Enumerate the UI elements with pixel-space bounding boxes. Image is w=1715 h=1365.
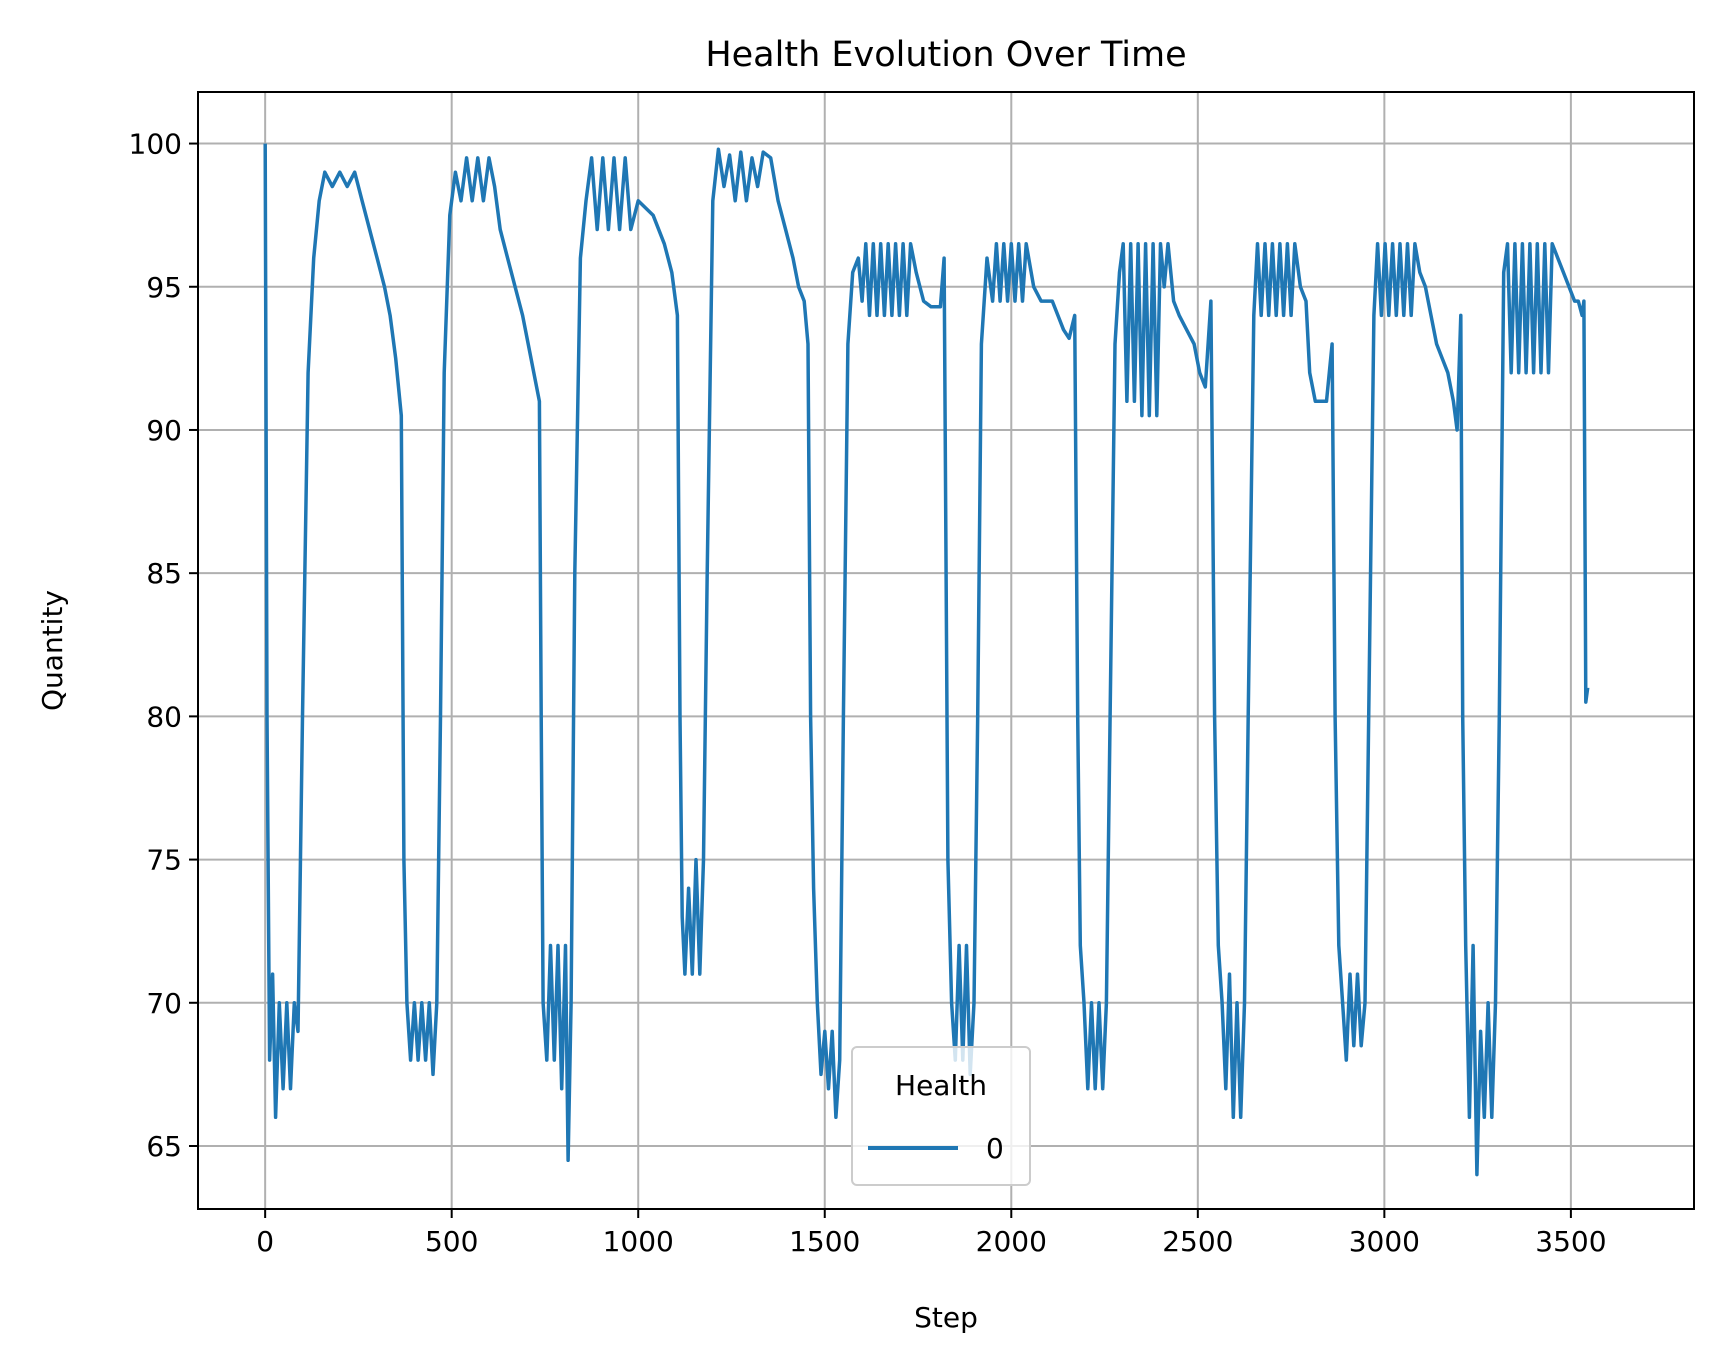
y-tick-label: 70 <box>146 987 182 1020</box>
x-tick-label: 2000 <box>976 1225 1047 1258</box>
x-axis: 0 500 1000 1500 2000 2500 3000 3500 <box>256 1209 1607 1258</box>
x-tick-label: 2500 <box>1162 1225 1233 1258</box>
y-tick-label: 85 <box>146 557 182 590</box>
x-tick-label: 1000 <box>603 1225 674 1258</box>
series-layer <box>263 143 1590 1177</box>
legend-entry-label: 0 <box>986 1132 1004 1165</box>
y-tick-label: 80 <box>146 700 182 733</box>
x-tick-label: 0 <box>256 1225 274 1258</box>
y-axis-label: Quantity <box>36 590 69 711</box>
legend-title: Health <box>895 1069 987 1102</box>
x-axis-label: Step <box>914 1301 978 1334</box>
x-tick-label: 1500 <box>789 1225 860 1258</box>
x-tick-label: 3000 <box>1349 1225 1420 1258</box>
x-tick-label: 3500 <box>1535 1225 1606 1258</box>
y-tick-label: 90 <box>146 414 182 447</box>
y-tick-label: 100 <box>129 128 182 161</box>
series-line <box>263 143 1590 1177</box>
y-tick-label: 65 <box>146 1130 182 1163</box>
plot-frame <box>197 91 1695 1210</box>
y-tick-label: 75 <box>146 844 182 877</box>
legend: Health 0 <box>851 1046 1031 1186</box>
legend-box <box>851 1046 1031 1186</box>
y-tick-label: 95 <box>146 271 182 304</box>
x-tick-label: 500 <box>425 1225 478 1258</box>
chart-title: Health Evolution Over Time <box>705 35 1186 75</box>
y-axis: 65 70 75 80 85 90 95 100 <box>129 128 198 1163</box>
